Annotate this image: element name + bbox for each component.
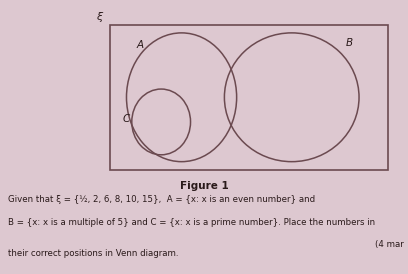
- Text: (4 mar: (4 mar: [375, 240, 404, 249]
- Text: A: A: [137, 40, 144, 50]
- Text: C: C: [122, 114, 130, 124]
- Text: Figure 1: Figure 1: [180, 181, 228, 191]
- Text: Given that ξ = {½, 2, 6, 8, 10, 15},  A = {x: x is an even number} and: Given that ξ = {½, 2, 6, 8, 10, 15}, A =…: [8, 195, 315, 204]
- Text: B = {x: x is a multiple of 5} and C = {x: x is a prime number}. Place the number: B = {x: x is a multiple of 5} and C = {x…: [8, 218, 375, 227]
- Text: B: B: [346, 38, 353, 48]
- Text: ξ: ξ: [96, 12, 102, 22]
- Text: their correct positions in Venn diagram.: their correct positions in Venn diagram.: [8, 249, 179, 258]
